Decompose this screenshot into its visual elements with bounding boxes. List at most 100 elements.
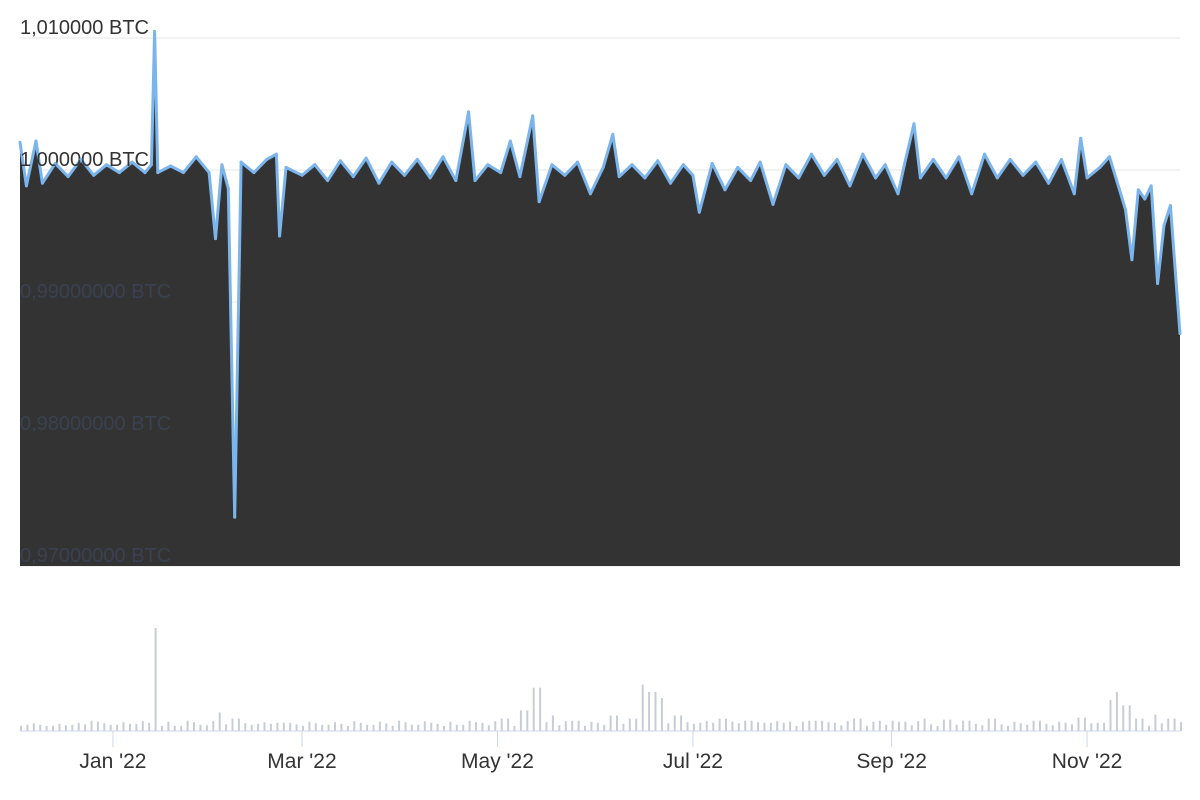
- data-point[interactable]: [983, 152, 987, 156]
- data-point[interactable]: [601, 165, 605, 169]
- data-point[interactable]: [771, 202, 775, 206]
- data-point[interactable]: [313, 163, 317, 167]
- data-point[interactable]: [1149, 184, 1153, 188]
- data-point[interactable]: [537, 200, 541, 204]
- data-point[interactable]: [454, 179, 458, 183]
- data-point[interactable]: [239, 160, 243, 164]
- data-point[interactable]: [486, 163, 490, 167]
- data-point[interactable]: [278, 234, 282, 238]
- data-point[interactable]: [691, 173, 695, 177]
- data-point[interactable]: [156, 171, 160, 175]
- data-point[interactable]: [1079, 136, 1083, 140]
- data-point[interactable]: [467, 110, 471, 114]
- data-point[interactable]: [550, 163, 554, 167]
- data-point[interactable]: [252, 171, 256, 175]
- data-point[interactable]: [797, 176, 801, 180]
- data-point[interactable]: [1008, 157, 1012, 161]
- data-point[interactable]: [896, 192, 900, 196]
- data-point[interactable]: [226, 186, 230, 190]
- data-point[interactable]: [1072, 192, 1076, 196]
- data-point[interactable]: [668, 181, 672, 185]
- data-point[interactable]: [24, 184, 28, 188]
- data-point[interactable]: [784, 163, 788, 167]
- data-point[interactable]: [970, 192, 974, 196]
- data-point[interactable]: [40, 181, 44, 185]
- data-point[interactable]: [1156, 282, 1160, 286]
- data-point[interactable]: [1098, 165, 1102, 169]
- data-point[interactable]: [861, 152, 865, 156]
- data-point[interactable]: [681, 163, 685, 167]
- data-point[interactable]: [874, 176, 878, 180]
- data-point[interactable]: [611, 132, 615, 136]
- data-point[interactable]: [723, 188, 727, 192]
- data-point[interactable]: [105, 163, 109, 167]
- data-point[interactable]: [53, 161, 57, 165]
- data-point[interactable]: [441, 155, 445, 159]
- data-point[interactable]: [300, 173, 304, 177]
- data-point[interactable]: [710, 161, 714, 165]
- data-point[interactable]: [181, 171, 185, 175]
- data-point[interactable]: [66, 175, 70, 179]
- data-point[interactable]: [499, 171, 503, 175]
- data-point[interactable]: [143, 171, 147, 175]
- data-point[interactable]: [1130, 258, 1134, 262]
- data-point[interactable]: [576, 160, 580, 164]
- data-point[interactable]: [758, 160, 762, 164]
- data-point[interactable]: [265, 157, 269, 161]
- data-point[interactable]: [415, 157, 419, 161]
- data-point[interactable]: [351, 175, 355, 179]
- data-point[interactable]: [508, 139, 512, 143]
- data-point[interactable]: [92, 173, 96, 177]
- data-point[interactable]: [1085, 176, 1089, 180]
- data-point[interactable]: [531, 114, 535, 118]
- data-point[interactable]: [220, 163, 224, 167]
- data-point[interactable]: [284, 165, 288, 169]
- data-point[interactable]: [656, 159, 660, 163]
- data-point[interactable]: [1021, 173, 1025, 177]
- data-point[interactable]: [749, 179, 753, 183]
- navigator[interactable]: [20, 628, 1182, 732]
- data-point[interactable]: [1034, 160, 1038, 164]
- data-point[interactable]: [518, 175, 522, 179]
- data-point[interactable]: [364, 156, 368, 160]
- data-point[interactable]: [1124, 208, 1128, 212]
- data-point[interactable]: [563, 173, 567, 177]
- data-point[interactable]: [338, 159, 342, 163]
- data-point[interactable]: [18, 140, 22, 144]
- data-point[interactable]: [233, 515, 237, 519]
- data-point[interactable]: [194, 155, 198, 159]
- data-point[interactable]: [736, 165, 740, 169]
- data-point[interactable]: [697, 210, 701, 214]
- data-point[interactable]: [1136, 188, 1140, 192]
- data-point[interactable]: [918, 176, 922, 180]
- data-point[interactable]: [822, 173, 826, 177]
- data-point[interactable]: [1114, 176, 1118, 180]
- data-point[interactable]: [848, 184, 852, 188]
- data-point[interactable]: [630, 163, 634, 167]
- data-point[interactable]: [1178, 332, 1182, 336]
- data-point[interactable]: [1168, 204, 1172, 208]
- data-point[interactable]: [944, 176, 948, 180]
- data-point[interactable]: [213, 237, 217, 241]
- data-point[interactable]: [169, 164, 173, 168]
- data-point[interactable]: [883, 163, 887, 167]
- data-point[interactable]: [326, 179, 330, 183]
- data-point[interactable]: [588, 192, 592, 196]
- data-point[interactable]: [1047, 181, 1051, 185]
- data-point[interactable]: [912, 122, 916, 126]
- data-point[interactable]: [1059, 157, 1063, 161]
- data-point[interactable]: [995, 176, 999, 180]
- data-point[interactable]: [34, 139, 38, 143]
- data-point[interactable]: [377, 181, 381, 185]
- data-point[interactable]: [1162, 223, 1166, 227]
- data-point[interactable]: [957, 155, 961, 159]
- data-point[interactable]: [390, 160, 394, 164]
- data-point[interactable]: [835, 157, 839, 161]
- data-point[interactable]: [617, 175, 621, 179]
- data-point[interactable]: [428, 176, 432, 180]
- data-point[interactable]: [149, 163, 153, 167]
- data-point[interactable]: [473, 179, 477, 183]
- data-point[interactable]: [117, 171, 121, 175]
- data-point[interactable]: [902, 163, 906, 167]
- data-point[interactable]: [1143, 197, 1147, 201]
